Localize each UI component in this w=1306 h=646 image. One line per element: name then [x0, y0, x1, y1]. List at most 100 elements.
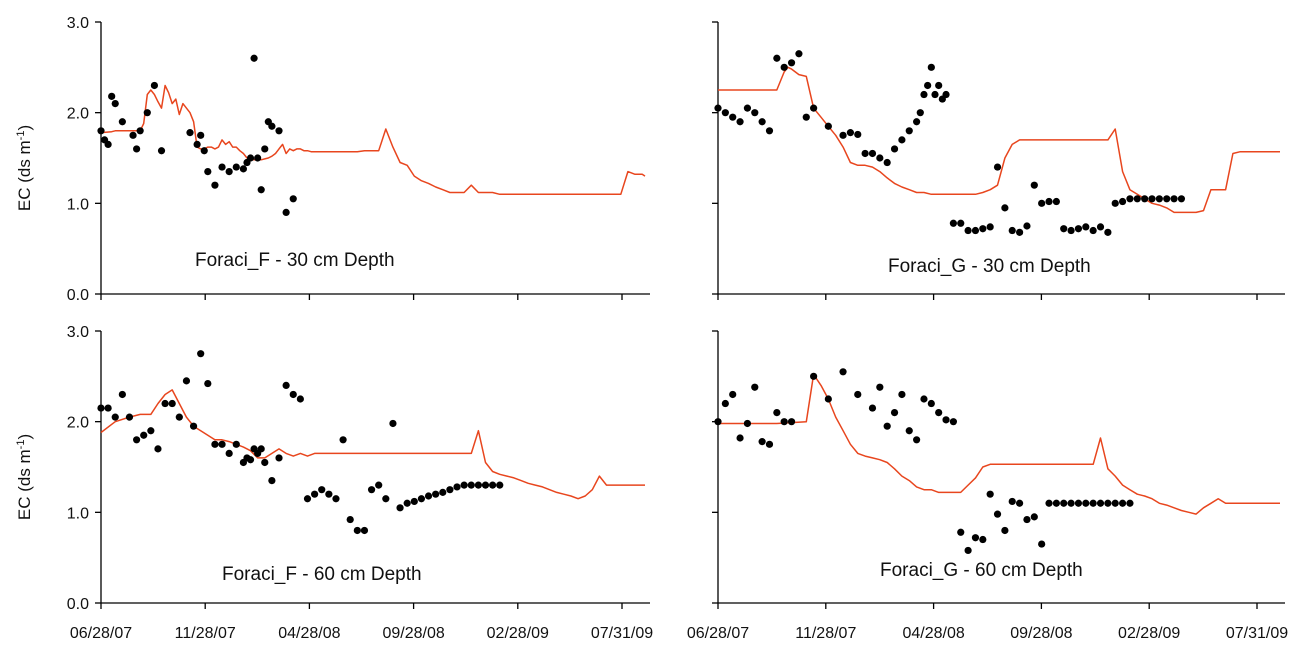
data-point-observed	[765, 440, 774, 448]
series-line-simulated	[100, 84, 646, 196]
data-point-observed	[246, 154, 255, 162]
data-point-observed	[1030, 181, 1038, 189]
data-point-observed	[729, 113, 737, 121]
data-point-observed	[758, 438, 766, 446]
data-point-observed	[275, 454, 283, 462]
data-point-observed	[197, 350, 205, 358]
data-point-observed	[780, 418, 788, 426]
data-point-observed	[883, 422, 891, 430]
data-point-observed	[773, 54, 781, 62]
data-point-observed	[824, 395, 832, 403]
data-point-observed	[1052, 197, 1060, 206]
chart-panel-2: Foraci_G - 30 cm Depth	[712, 21, 1285, 300]
data-point-observed	[211, 181, 219, 189]
data-point-observed	[1008, 226, 1016, 235]
series-line-simulated	[718, 373, 1280, 515]
data-point-observed	[232, 163, 240, 171]
data-point-observed	[282, 381, 290, 389]
data-point-observed	[986, 223, 994, 231]
data-point-observed	[1008, 497, 1016, 506]
data-point-observed	[868, 404, 877, 412]
data-point-observed	[883, 158, 891, 167]
data-point-observed	[232, 440, 240, 448]
data-point-observed	[481, 481, 490, 489]
data-point-observed	[125, 413, 134, 421]
data-point-observed	[839, 368, 847, 376]
data-point-observed	[1038, 540, 1046, 548]
data-point-observed	[168, 399, 176, 408]
x-tick-label: 06/28/07	[687, 625, 749, 642]
data-point-observed	[111, 413, 119, 421]
data-point-observed	[927, 63, 935, 71]
data-point-observed	[410, 497, 418, 506]
data-point-observed	[721, 399, 729, 408]
data-point-observed	[1030, 513, 1038, 521]
y-axis-label-close: )	[15, 434, 34, 440]
data-point-observed	[382, 495, 390, 503]
x-tick-label: 09/28/08	[382, 625, 444, 642]
x-tick-label: 07/31/09	[1226, 625, 1288, 642]
data-point-observed	[311, 490, 319, 498]
data-point-observed	[268, 477, 276, 485]
data-point-observed	[876, 383, 884, 391]
x-tick-label: 09/28/08	[1010, 625, 1072, 642]
data-point-observed	[396, 504, 404, 512]
data-point-observed	[824, 122, 832, 130]
data-point-observed	[913, 436, 921, 444]
data-point-observed	[367, 486, 376, 494]
data-point-observed	[200, 147, 208, 155]
data-point-observed	[890, 409, 899, 417]
data-point-observed	[424, 492, 433, 500]
data-point-observed	[935, 409, 943, 417]
data-point-observed	[389, 419, 397, 428]
data-point-observed	[1045, 499, 1053, 507]
x-tick-label: 07/31/09	[591, 625, 653, 642]
data-point-observed	[303, 495, 312, 503]
x-tick-label: 04/28/08	[278, 625, 340, 642]
series-line-simulated	[718, 66, 1280, 214]
data-point-observed	[1001, 204, 1009, 212]
data-point-observed	[876, 154, 884, 162]
data-point-observed	[143, 109, 151, 117]
data-point-observed	[931, 90, 939, 99]
data-point-observed	[751, 383, 759, 391]
y-axis-label-close: )	[15, 125, 34, 131]
data-point-observed	[920, 90, 928, 99]
data-point-observed	[1118, 499, 1127, 507]
data-point-observed	[1177, 195, 1186, 203]
data-point-observed	[957, 528, 965, 536]
data-point-observed	[924, 81, 932, 90]
data-point-observed	[339, 436, 347, 444]
data-point-observed	[1096, 499, 1105, 507]
data-point-observed	[161, 399, 169, 408]
data-point-observed	[736, 434, 744, 442]
data-point-observed	[890, 145, 899, 153]
chart-panel-1: 0.0 1.0 2.0 3.0 EC (ds m-1) Foraci_F - 30 cm …	[15, 15, 650, 304]
data-point-observed	[714, 418, 722, 426]
data-point-observed	[432, 490, 440, 498]
data-point-observed	[773, 409, 781, 417]
data-point-observed	[1104, 499, 1112, 507]
y-tick-label: 0.0	[67, 287, 89, 304]
data-point-observed	[218, 163, 226, 171]
data-point-observed	[736, 118, 744, 126]
data-point-observed	[1141, 195, 1149, 203]
data-point-observed	[1096, 223, 1105, 231]
data-point-observed	[289, 195, 297, 203]
data-point-observed	[927, 399, 935, 408]
y-tick-label: 2.0	[67, 415, 89, 432]
data-point-observed	[905, 127, 913, 135]
data-point-observed	[1060, 225, 1068, 233]
data-point-observed	[868, 149, 877, 158]
data-point-observed	[1089, 226, 1097, 235]
data-point-observed	[1082, 499, 1090, 507]
data-point-observed	[714, 104, 722, 112]
data-point-observed	[964, 226, 972, 235]
x-tick-label: 11/28/07	[175, 625, 236, 642]
data-point-observed	[318, 486, 326, 494]
data-point-observed	[118, 118, 126, 126]
data-point-observed	[957, 219, 965, 227]
y-axis-label: EC (ds m-1)	[15, 125, 34, 211]
y-tick-label: 2.0	[67, 106, 89, 123]
